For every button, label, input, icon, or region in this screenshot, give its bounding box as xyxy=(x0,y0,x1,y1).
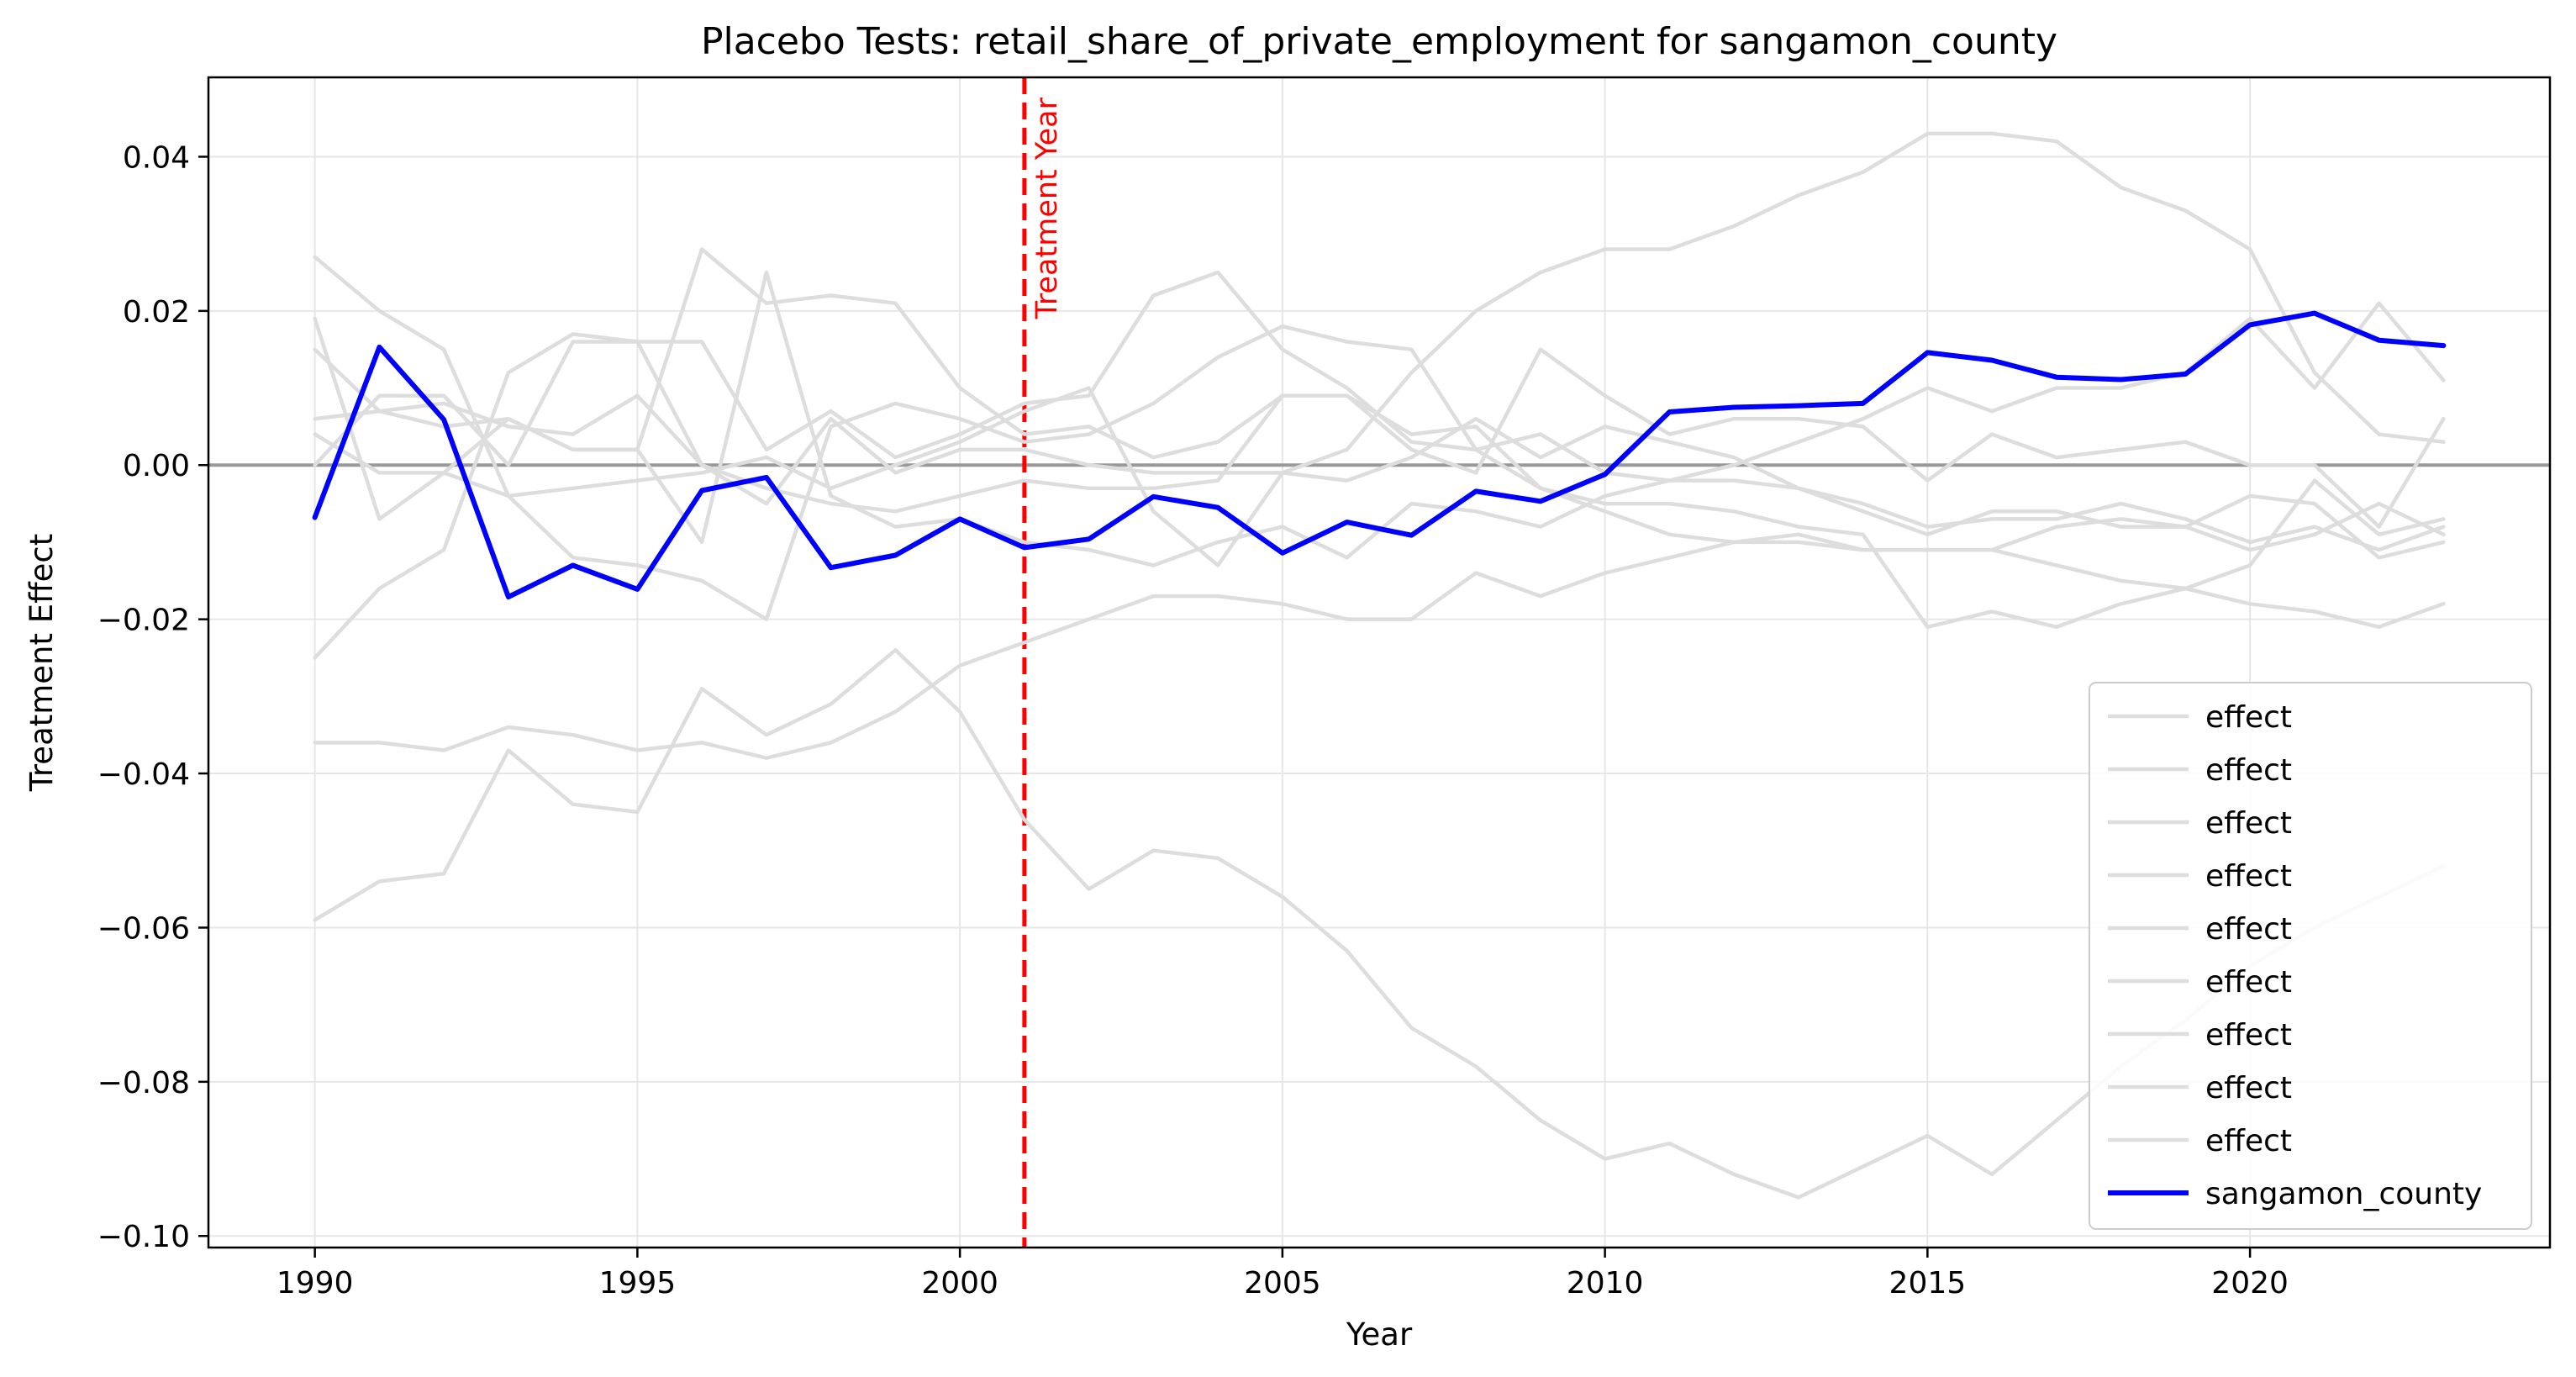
series-line-sangamon-county xyxy=(312,310,2447,600)
y-tick-label: −0.06 xyxy=(97,911,190,946)
legend: effect effect effect effect effect effect effe… xyxy=(2089,682,2532,1230)
x-tick-label: 2000 xyxy=(921,1266,998,1300)
legend-label-8: effect xyxy=(2205,1071,2292,1105)
legend-label-9: effect xyxy=(2205,1124,2292,1158)
series-line-effect-9 xyxy=(313,340,2446,552)
reference-lines: Treatment Year xyxy=(208,77,2550,1248)
x-tick-label: 2010 xyxy=(1567,1266,1644,1300)
chart-title: Placebo Tests: retail_share_of_private_e… xyxy=(701,20,2057,63)
series-line-effect-2 xyxy=(313,247,2446,560)
treatment-year-label: Treatment Year xyxy=(1030,97,1064,319)
x-tick-label: 1995 xyxy=(599,1266,677,1300)
x-tick-label: 2015 xyxy=(1889,1266,1967,1300)
legend-label-7: effect xyxy=(2205,1018,2292,1053)
legend-label-2: effect xyxy=(2205,753,2292,788)
y-tick-label: −0.02 xyxy=(97,604,190,638)
plot-frame xyxy=(207,76,2552,1249)
y-tick-label: 0.02 xyxy=(123,295,190,330)
y-tick-label: 0.00 xyxy=(123,449,190,483)
series-lines xyxy=(312,131,2447,1200)
legend-label-3: effect xyxy=(2205,806,2292,841)
y-tick-label: −0.10 xyxy=(97,1220,190,1254)
y-tick-label: −0.04 xyxy=(97,757,190,792)
x-tick-label: 1990 xyxy=(277,1266,354,1300)
legend-label-10: sangamon_county xyxy=(2205,1177,2482,1211)
legend-label-6: effect xyxy=(2205,965,2292,1000)
y-tick-label: −0.08 xyxy=(97,1066,190,1100)
series-line-effect-4 xyxy=(313,131,2446,567)
series-line-effect-1 xyxy=(313,270,2446,567)
series-line-effect-8 xyxy=(313,347,2446,529)
legend-label-5: effect xyxy=(2205,912,2292,947)
series-line-effect-3 xyxy=(313,270,2446,660)
x-tick-label: 2005 xyxy=(1244,1266,1321,1300)
x-tick-label: 2020 xyxy=(2211,1266,2289,1300)
legend-label-4: effect xyxy=(2205,859,2292,894)
y-tick-label: 0.04 xyxy=(123,140,190,175)
series-line-effect-5 xyxy=(313,255,2446,630)
axes: 1990 1995 2000 2005 2010 2015 2020 0.04 0.02 0.00… xyxy=(97,76,2552,1300)
x-axis-title: Year xyxy=(1346,1316,1413,1353)
legend-box xyxy=(2089,682,2532,1230)
y-axis-title: Treatment Effect xyxy=(24,534,60,793)
legend-label-1: effect xyxy=(2205,700,2292,735)
